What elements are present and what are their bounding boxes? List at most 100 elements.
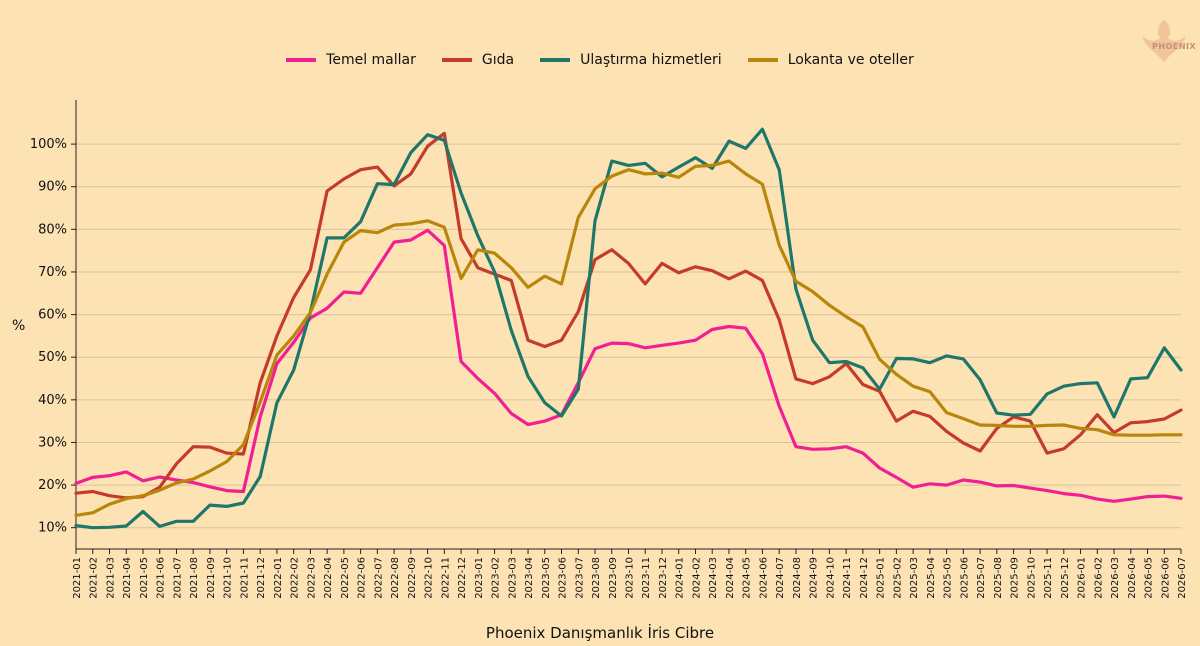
x-tick-label: 2025-06 <box>959 557 970 599</box>
x-tick-label: 2022-01 <box>273 557 284 599</box>
logo-text: PHOENIX <box>1152 42 1197 51</box>
x-tick-label: 2023-03 <box>507 557 518 599</box>
x-tick-label: 2024-03 <box>708 557 719 599</box>
x-tick-label: 2022-09 <box>407 557 418 599</box>
x-tick-label: 2021-10 <box>223 557 234 599</box>
x-tick-label: 2023-08 <box>591 557 602 599</box>
y-tick-label: 80% <box>38 222 67 237</box>
x-tick-label: 2025-09 <box>1010 557 1021 599</box>
legend-label: Ulaştırma hizmetleri <box>580 52 722 68</box>
phoenix-logo: PHOENIX <box>1138 18 1196 66</box>
legend-label: Gıda <box>481 52 515 68</box>
y-tick-label: 10% <box>38 521 67 536</box>
gridlines <box>76 143 1181 529</box>
x-tick-label: 2025-07 <box>976 557 987 599</box>
x-tick-label: 2024-08 <box>792 557 803 599</box>
x-tick-label: 2023-06 <box>558 557 569 599</box>
x-tick-label: 2021-11 <box>239 557 250 599</box>
x-tick-label: 2023-05 <box>541 557 552 599</box>
y-tick-label: 30% <box>38 435 67 450</box>
x-tick-label: 2024-04 <box>725 557 736 599</box>
x-tick-label: 2022-04 <box>323 557 334 599</box>
x-tick-label: 2022-12 <box>457 557 468 599</box>
x-tick-label: 2024-05 <box>742 557 753 599</box>
x-tick-label: 2022-07 <box>373 557 384 599</box>
x-axis: 2021-01 2021-02 2021-03 2021-04 2021-05 2021-… <box>72 548 1188 599</box>
y-tick-label: 90% <box>38 180 67 195</box>
legend-label: Temel mallar <box>326 52 416 68</box>
phoenix-bird-icon <box>1142 20 1186 62</box>
series-line-3 <box>74 159 1183 517</box>
x-tick-label: 2021-04 <box>122 557 133 599</box>
x-tick-label: 2022-02 <box>290 557 301 599</box>
x-tick-label: 2025-01 <box>876 557 887 599</box>
y-tick-label: 40% <box>38 393 67 408</box>
x-tick-label: 2021-09 <box>206 557 217 599</box>
series-line-2 <box>74 127 1183 530</box>
x-tick-label: 2021-01 <box>72 557 83 599</box>
x-tick-label: 2022-10 <box>424 557 435 599</box>
x-tick-label: 2025-04 <box>926 557 937 599</box>
x-tick-label: 2026-06 <box>1160 557 1171 599</box>
y-axis-label: % <box>12 318 26 334</box>
legend-swatch <box>441 58 472 62</box>
legend-item-lokanta[interactable]: Lokanta ve oteller <box>747 52 914 68</box>
x-tick-label: 2023-10 <box>625 557 636 599</box>
x-tick-label: 2021-12 <box>256 557 267 599</box>
x-tick-label: 2024-09 <box>809 557 820 599</box>
y-tick-label: 70% <box>38 265 67 280</box>
x-tick-label: 2023-11 <box>641 557 652 599</box>
legend-item-ulastirma[interactable]: Ulaştırma hizmetleri <box>540 52 722 68</box>
legend-item-gida[interactable]: Gıda <box>441 52 515 68</box>
x-tick-label: 2024-10 <box>825 557 836 599</box>
x-tick-label: 2021-02 <box>89 557 100 599</box>
x-tick-label: 2024-12 <box>859 557 870 599</box>
x-tick-label: 2024-06 <box>758 557 769 599</box>
x-tick-label: 2022-05 <box>340 557 351 599</box>
legend-swatch <box>747 58 778 62</box>
y-tick-label: 100% <box>30 137 67 152</box>
x-tick-label: 2025-02 <box>892 557 903 599</box>
x-tick-label: 2022-06 <box>357 557 368 599</box>
x-tick-label: 2026-04 <box>1127 557 1138 599</box>
x-tick-label: 2026-01 <box>1077 557 1088 599</box>
x-tick-label: 2021-08 <box>189 557 200 599</box>
y-axis: 10% 20% 30% 40% 50% 60% 70% 80% 90% 100% <box>30 100 77 549</box>
x-tick-label: 2023-12 <box>658 557 669 599</box>
x-tick-label: 2026-05 <box>1144 557 1155 599</box>
x-tick-label: 2024-01 <box>675 557 686 599</box>
y-tick-label: 50% <box>38 350 67 365</box>
y-tick-label: 60% <box>38 308 67 323</box>
x-tick-label: 2025-11 <box>1043 557 1054 599</box>
x-tick-label: 2026-07 <box>1177 557 1188 599</box>
legend: Temel mallar Gıda Ulaştırma hizmetleri L… <box>0 52 1200 68</box>
legend-label: Lokanta ve oteller <box>787 52 914 68</box>
x-tick-label: 2021-07 <box>172 557 183 599</box>
x-axis-label: Phoenix Danışmanlık İris Cibre <box>485 624 715 642</box>
legend-item-temel-mallar[interactable]: Temel mallar <box>286 52 416 68</box>
x-tick-label: 2021-03 <box>105 557 116 599</box>
x-tick-label: 2025-05 <box>943 557 954 599</box>
x-tick-label: 2025-10 <box>1026 557 1037 599</box>
x-tick-label: 2026-02 <box>1093 557 1104 599</box>
series-lines <box>74 127 1183 530</box>
x-tick-label: 2024-11 <box>842 557 853 599</box>
x-tick-label: 2025-12 <box>1060 557 1071 599</box>
x-tick-label: 2025-08 <box>993 557 1004 599</box>
x-tick-label: 2022-11 <box>440 557 451 599</box>
series-line-1 <box>74 131 1183 500</box>
x-tick-label: 2023-01 <box>474 557 485 599</box>
x-tick-label: 2025-03 <box>909 557 920 599</box>
x-tick-label: 2023-02 <box>491 557 502 599</box>
legend-swatch <box>540 58 571 62</box>
series-line-0 <box>74 228 1183 503</box>
x-tick-label: 2022-03 <box>306 557 317 599</box>
x-tick-label: 2026-03 <box>1110 557 1121 599</box>
x-tick-label: 2023-04 <box>524 557 535 599</box>
x-tick-label: 2024-07 <box>775 557 786 599</box>
x-tick-label: 2023-09 <box>608 557 619 599</box>
x-tick-label: 2021-05 <box>139 557 150 599</box>
x-tick-label: 2024-02 <box>691 557 702 599</box>
x-tick-label: 2022-08 <box>390 557 401 599</box>
